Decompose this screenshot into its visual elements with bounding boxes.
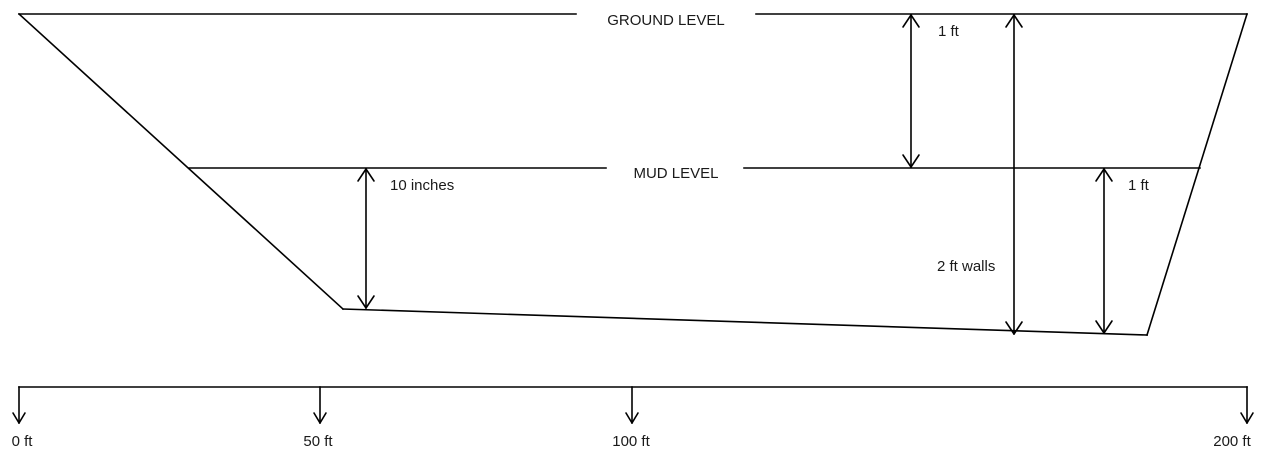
wall-height-dimension-arrow: [1005, 14, 1023, 335]
ground-to-mud-label: 1 ft: [938, 23, 960, 40]
ground-to-mud-dimension-arrow: [902, 14, 920, 168]
left-depth-label: 10 inches: [390, 177, 454, 194]
scale-tick-100: [625, 386, 639, 424]
scale-tick-label-50: 50 ft: [303, 433, 333, 450]
scale-tick-200: [1240, 386, 1254, 424]
right-depth-dimension-arrow: [1095, 168, 1113, 334]
pond-bottom: [342, 308, 1148, 336]
right-wall: [1145, 12, 1249, 337]
right-depth-label: 1 ft: [1128, 177, 1150, 194]
wall-height-label: 2 ft walls: [937, 258, 995, 275]
left-depth-dimension-arrow: [357, 168, 375, 309]
scale-tick-label-200: 200 ft: [1213, 433, 1251, 450]
scale-tick-label-0: 0 ft: [12, 433, 34, 450]
left-slope-wall: [17, 12, 345, 311]
scale-tick-50: [313, 386, 327, 424]
ground-level-label: GROUND LEVEL: [607, 12, 725, 29]
mud-level-label: MUD LEVEL: [633, 165, 718, 182]
scale-tick-0: [12, 386, 26, 424]
scale-tick-label-100: 100 ft: [612, 433, 650, 450]
